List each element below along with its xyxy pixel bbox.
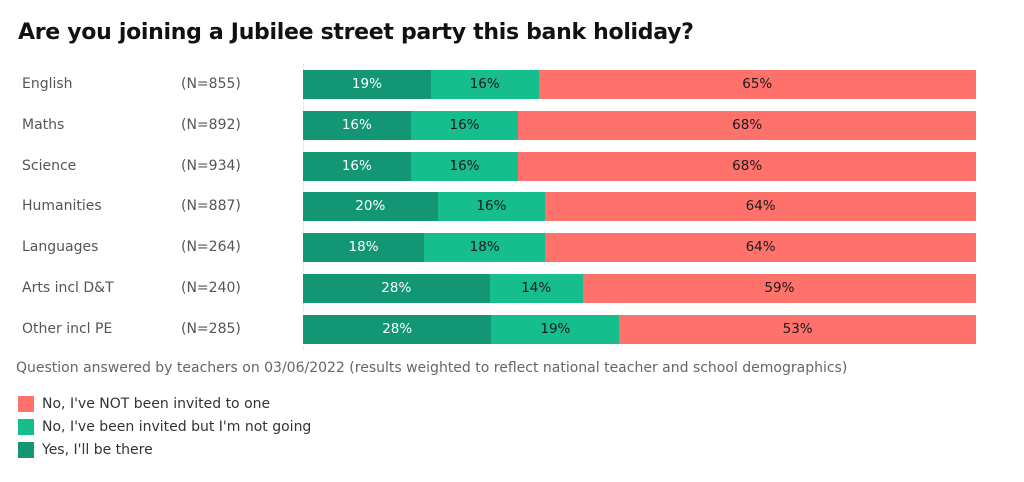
chart-footnote: Question answered by teachers on 03/06/2…: [16, 360, 848, 376]
bar-row: Languages (N=264) 18% 18% 64%: [0, 233, 1024, 263]
segment-invited-not-going: 16%: [410, 151, 519, 181]
stacked-bar: 16% 16% 68%: [303, 151, 976, 181]
segment-yes: 28%: [303, 274, 490, 303]
stacked-bar: 28% 19% 53%: [303, 314, 976, 344]
segment-not-invited: 64%: [545, 233, 976, 263]
segment-invited-not-going: 19%: [491, 314, 620, 344]
segment-invited-not-going: 14%: [489, 274, 583, 303]
stacked-bar: 18% 18% 64%: [303, 233, 976, 263]
category-label: Maths: [22, 116, 65, 133]
stacked-bar: 19% 16% 65%: [303, 70, 976, 99]
segment-not-invited: 68%: [518, 151, 976, 181]
sample-size-label: (N=855): [181, 76, 241, 92]
legend-label: Yes, I'll be there: [42, 441, 153, 458]
sample-size-label: (N=892): [181, 116, 241, 133]
legend-swatch-icon: [18, 441, 34, 458]
bar-row: Maths (N=892) 16% 16% 68%: [0, 110, 1024, 140]
bar-row: Other incl PE (N=285) 28% 19% 53%: [0, 314, 1024, 344]
segment-invited-not-going: 16%: [410, 110, 519, 140]
category-label: Arts incl D&T: [22, 280, 114, 296]
bar-row: Arts incl D&T (N=240) 28% 14% 59%: [0, 274, 1024, 303]
stacked-bar: 16% 16% 68%: [303, 110, 976, 140]
segment-yes: 28%: [303, 314, 492, 344]
legend-swatch-icon: [18, 418, 34, 435]
category-label: Science: [22, 157, 77, 174]
segment-yes: 16%: [303, 110, 411, 140]
category-label: Humanities: [22, 198, 102, 215]
sample-size-label: (N=264): [181, 239, 241, 256]
legend: No, I've NOT been invited to one No, I've…: [18, 392, 311, 461]
sample-size-label: (N=240): [181, 280, 241, 296]
stacked-bar: 20% 16% 64%: [303, 192, 976, 222]
bar-row: Humanities (N=887) 20% 16% 64%: [0, 192, 1024, 222]
legend-item: Yes, I'll be there: [18, 438, 311, 461]
stacked-bar: 28% 14% 59%: [303, 274, 976, 303]
sample-size-label: (N=934): [181, 157, 241, 174]
category-label: English: [22, 76, 73, 92]
bar-row: Science (N=934) 16% 16% 68%: [0, 151, 1024, 181]
segment-not-invited: 53%: [619, 314, 976, 344]
segment-invited-not-going: 16%: [437, 192, 546, 222]
legend-item: No, I've been invited but I'm not going: [18, 415, 311, 438]
category-label: Other incl PE: [22, 320, 113, 337]
segment-yes: 18%: [303, 233, 425, 263]
chart-title: Are you joining a Jubilee street party t…: [18, 20, 694, 45]
segment-invited-not-going: 18%: [424, 233, 546, 263]
sample-size-label: (N=887): [181, 198, 241, 215]
sample-size-label: (N=285): [181, 320, 241, 337]
segment-yes: 16%: [303, 151, 411, 181]
segment-invited-not-going: 16%: [430, 70, 539, 99]
segment-not-invited: 64%: [545, 192, 976, 222]
legend-label: No, I've been invited but I'm not going: [42, 418, 312, 435]
legend-item: No, I've NOT been invited to one: [18, 392, 311, 415]
segment-yes: 19%: [303, 70, 431, 99]
legend-swatch-icon: [18, 395, 34, 412]
segment-not-invited: 68%: [518, 110, 976, 140]
category-label: Languages: [22, 239, 99, 256]
segment-not-invited: 59%: [582, 274, 976, 303]
segment-yes: 20%: [303, 192, 438, 222]
segment-not-invited: 65%: [538, 70, 976, 99]
legend-label: No, I've NOT been invited to one: [42, 395, 271, 412]
bar-row: English (N=855) 19% 16% 65%: [0, 70, 1024, 99]
